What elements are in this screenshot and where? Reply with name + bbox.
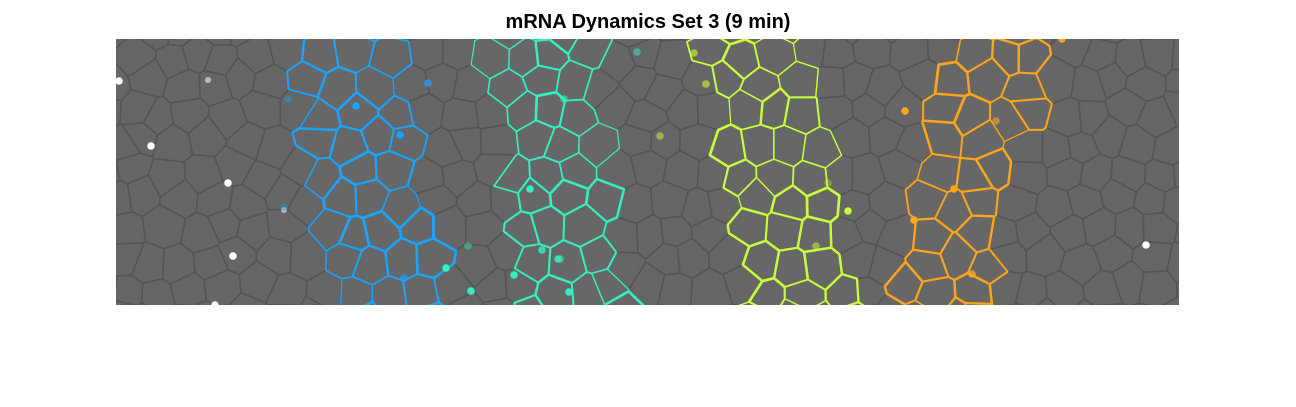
mrna-spot: [400, 274, 408, 282]
mrna-spot: [690, 49, 698, 57]
cell: [729, 302, 740, 305]
figure-title: mRNA Dynamics Set 3 (9 min): [505, 11, 791, 33]
mrna-spot: [229, 252, 237, 260]
mrna-spot: [396, 131, 404, 139]
mrna-spot: [211, 301, 219, 305]
cell: [1172, 161, 1179, 189]
mrna-spot: [901, 107, 909, 115]
cell: [173, 303, 193, 305]
mrna-spot: [910, 216, 918, 224]
tissue-image-panel: [116, 39, 1179, 305]
mrna-spot: [352, 102, 360, 110]
mrna-spot: [565, 288, 573, 296]
mrna-spot: [280, 203, 288, 211]
cell: [116, 274, 144, 305]
mrna-spot: [702, 80, 710, 88]
stripe-cell: [780, 298, 800, 305]
mrna-spot: [467, 287, 475, 295]
mrna-spot: [950, 185, 958, 193]
expression-stripe-4: [883, 39, 1053, 305]
mrna-spots: [116, 39, 1150, 305]
cell: [1162, 296, 1179, 305]
mrna-spot: [205, 77, 211, 83]
mrna-spot: [560, 95, 568, 103]
cell: [1130, 302, 1151, 305]
cell: [875, 292, 907, 305]
cell: [1164, 68, 1179, 94]
mrna-spot: [526, 185, 534, 193]
mrna-spot: [812, 242, 820, 250]
cell: [1036, 296, 1057, 305]
stripe-cell: [402, 273, 440, 305]
cell: [116, 211, 147, 245]
stripe-cell: [567, 39, 614, 71]
cell: [481, 297, 516, 305]
stripe-cell: [904, 300, 924, 305]
cell: [814, 65, 846, 100]
mrna-spot: [147, 142, 155, 150]
expression-stripe-3: [686, 39, 865, 305]
cell: [300, 295, 323, 305]
stripe-cell: [947, 296, 967, 305]
mrna-spot: [116, 77, 123, 85]
cell: [194, 299, 217, 305]
mrna-spot: [284, 95, 292, 103]
stripe-cell: [364, 300, 377, 305]
mrna-spot: [464, 242, 472, 250]
cell: [137, 301, 149, 305]
mrna-spot: [824, 179, 832, 187]
mrna-spot: [1142, 241, 1150, 249]
mrna-spot: [844, 207, 852, 215]
stripe-cell: [286, 60, 328, 98]
stripe-cell: [964, 302, 995, 305]
mrna-spot: [992, 117, 1000, 125]
cell: [445, 291, 484, 305]
mrna-spot: [281, 207, 287, 213]
mrna-spot: [442, 264, 450, 272]
cell: [440, 97, 480, 132]
cell: [842, 39, 860, 46]
tissue-image: [116, 39, 1179, 305]
mrna-spot: [224, 179, 232, 187]
stripe-cell: [824, 272, 860, 305]
stripe-cell: [846, 301, 865, 305]
stripe-cell: [513, 293, 544, 305]
expression-stripe-2: [470, 39, 645, 305]
cell: [116, 300, 137, 305]
mrna-spot: [1058, 39, 1066, 43]
cell: [1075, 298, 1095, 305]
stripe-cell: [816, 299, 831, 305]
mrna-spot: [633, 48, 641, 56]
mrna-spot: [968, 270, 976, 278]
stripe-cell: [603, 290, 645, 305]
mrna-spot: [424, 79, 432, 87]
cell: [1010, 302, 1023, 305]
stripe-cell: [1009, 97, 1053, 131]
stripe-cell: [738, 301, 757, 305]
mrna-spot: [510, 271, 518, 279]
mrna-spot: [538, 246, 546, 254]
cell: [1098, 302, 1127, 305]
stripe-cell: [427, 301, 445, 305]
mrna-spot: [556, 255, 564, 263]
mrna-spot: [656, 132, 664, 140]
